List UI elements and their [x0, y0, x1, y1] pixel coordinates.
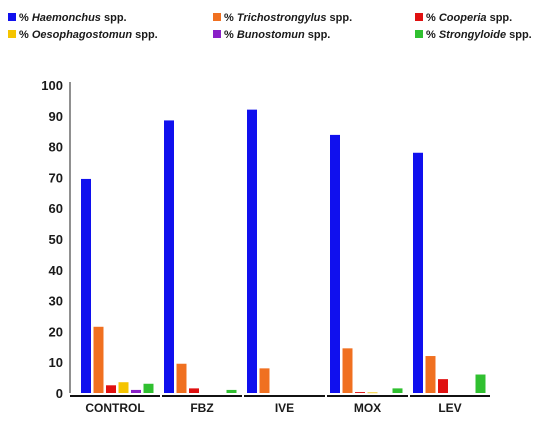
legend-swatch	[213, 30, 221, 38]
bar	[392, 388, 403, 393]
y-tick-label: 20	[49, 324, 63, 339]
legend-swatch	[415, 30, 423, 38]
x-category-label: LEV	[438, 401, 461, 415]
legend-swatch	[8, 30, 16, 38]
legend-swatch	[213, 13, 221, 21]
bar	[143, 383, 154, 393]
legend-item: % Strongyloide spp.	[415, 29, 532, 41]
legend-swatch	[8, 13, 16, 21]
legend-label: % Trichostrongylus spp.	[224, 12, 352, 24]
x-category-label: CONTROL	[85, 401, 144, 415]
bar	[106, 385, 116, 393]
bar-group-control	[81, 178, 154, 393]
x-axis: CONTROL FBZ IVE MOX LEV	[70, 395, 490, 415]
legend-label: % Haemonchus spp.	[19, 12, 127, 24]
bar	[226, 389, 237, 393]
legend: % Haemonchus spp. % Trichostrongylus spp.…	[8, 12, 532, 41]
bar	[118, 382, 129, 393]
legend-label: % Oesophagostomun spp.	[19, 29, 158, 41]
y-tick-label: 40	[49, 263, 63, 278]
y-tick-label: 30	[49, 294, 63, 309]
legend-label: % Cooperia spp.	[426, 12, 512, 24]
legend-swatch	[415, 13, 423, 21]
legend-item: % Cooperia spp.	[415, 12, 512, 24]
bar	[176, 363, 187, 393]
bar	[259, 368, 270, 393]
x-category-label: IVE	[275, 401, 294, 415]
legend-item: % Haemonchus spp.	[8, 12, 127, 24]
bar	[189, 388, 199, 393]
x-category-label: FBZ	[190, 401, 213, 415]
legend-item: % Bunostomun spp.	[213, 29, 330, 41]
bar	[355, 392, 365, 393]
y-tick-label: 50	[49, 232, 63, 247]
y-tick-label: 60	[49, 201, 63, 216]
bars	[81, 109, 486, 394]
bar	[330, 134, 340, 393]
bar	[93, 326, 104, 393]
y-axis: 0 10 20 30 40 50 60 70 80 90 100	[41, 78, 71, 401]
y-tick-label: 100	[41, 78, 63, 93]
bar	[475, 374, 486, 393]
y-tick-label: 90	[49, 109, 63, 124]
bar	[131, 389, 141, 393]
bar-group-ive	[247, 109, 270, 393]
bar	[413, 152, 423, 393]
bar	[81, 178, 91, 393]
bar-group-fbz	[164, 120, 237, 394]
legend-label: % Strongyloide spp.	[426, 29, 532, 41]
bar	[438, 379, 448, 393]
bar	[367, 392, 378, 394]
legend-label: % Bunostomun spp.	[224, 29, 330, 41]
bar-group-mox	[330, 134, 403, 394]
bar	[342, 348, 353, 393]
bar	[164, 120, 174, 394]
y-tick-label: 70	[49, 170, 63, 185]
bar	[425, 356, 436, 393]
legend-item: % Oesophagostomun spp.	[8, 29, 158, 41]
y-tick-label: 80	[49, 140, 63, 155]
y-tick-label: 0	[56, 386, 63, 401]
legend-item: % Trichostrongylus spp.	[213, 12, 352, 24]
x-category-label: MOX	[354, 401, 381, 415]
bar-group-lev	[413, 152, 486, 393]
bar	[247, 109, 257, 393]
y-tick-label: 10	[49, 355, 63, 370]
